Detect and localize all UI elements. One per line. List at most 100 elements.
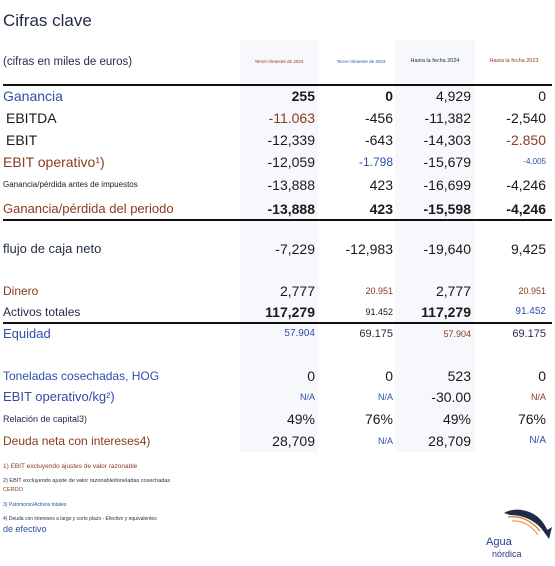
fish-logo-icon xyxy=(504,509,552,539)
row-label: Relación de capital3) xyxy=(3,414,88,424)
table-row: EBIT operativo¹) -12,059 -1.798 -15,679 … xyxy=(0,153,555,171)
table-row: flujo de caja neto -7,229 -12,983 -19,64… xyxy=(0,240,555,258)
cell-ytd-2023: 76% xyxy=(517,411,546,427)
cell-ytd-2024: 4,929 xyxy=(435,88,471,104)
row-label: EBIT operativo/kg²) xyxy=(3,389,115,404)
cell-q3-2023: 76% xyxy=(364,411,393,427)
cell-q3-2023: 0 xyxy=(385,368,393,384)
cell-q3-2023: N/A xyxy=(377,392,393,402)
cell-ytd-2024: -14,303 xyxy=(423,132,471,148)
column-header-ytd-2024: Hasta la fecha 2024 xyxy=(410,58,460,64)
table-row: EBIT operativo/kg²) N/A N/A -30.00 N/A xyxy=(0,388,555,406)
cell-q3-2024: -13,888 xyxy=(267,177,315,193)
table-row: Activos totales 117,279 91.452 117,279 9… xyxy=(0,303,555,321)
cell-ytd-2024: 49% xyxy=(442,411,471,427)
cell-ytd-2024: -15,679 xyxy=(423,154,471,170)
table-row: EBIT -12,339 -643 -14,303 -2.850 xyxy=(0,131,555,149)
logo-text-line1: Agua xyxy=(486,536,512,548)
cell-ytd-2023: -2.850 xyxy=(506,132,546,148)
table-row: Ganancia 255 0 4,929 0 xyxy=(0,87,555,105)
row-label: Ganancia xyxy=(3,88,63,104)
row-label: Ganancia/pérdida antes de impuestos xyxy=(3,180,138,189)
cell-ytd-2024: -11,382 xyxy=(424,110,471,126)
footnote-2-cont: CERDO xyxy=(3,487,23,493)
cell-ytd-2024: -19,640 xyxy=(423,241,471,257)
cell-ytd-2023: 69.175 xyxy=(512,328,546,340)
table-row: Equidad 57.904 69.175 57.904 69.175 xyxy=(0,325,555,343)
cell-ytd-2023: -2,540 xyxy=(506,110,546,126)
cell-q3-2024: -13,888 xyxy=(267,201,315,217)
company-logo: Agua nórdica xyxy=(470,505,552,561)
footnote-3: 3) Patrimonio/Activos totales xyxy=(3,502,67,508)
cell-q3-2024: -12,059 xyxy=(267,154,315,170)
cell-q3-2023: 69.175 xyxy=(359,328,393,340)
cell-q3-2024: -7,229 xyxy=(275,241,315,257)
table-row: EBITDA -11.063 -456 -11,382 -2,540 xyxy=(0,109,555,127)
column-header-q3-2023: Tercer trimestre de 2023 xyxy=(336,59,386,64)
cell-ytd-2024: -30.00 xyxy=(431,389,471,405)
cell-q3-2024: 0 xyxy=(307,368,315,384)
cell-q3-2023: 0 xyxy=(385,88,393,104)
row-label: EBIT xyxy=(6,132,38,148)
cell-q3-2023: 20.951 xyxy=(365,286,393,296)
row-label: Ganancia/pérdida del periodo xyxy=(3,201,174,216)
cell-ytd-2023: 9,425 xyxy=(510,241,546,257)
cell-ytd-2024: 28,709 xyxy=(428,433,471,449)
cell-q3-2023: -643 xyxy=(364,132,393,148)
cell-q3-2023: -456 xyxy=(364,110,393,126)
row-label: Toneladas cosechadas, HOG xyxy=(3,369,160,383)
row-label: flujo de caja neto xyxy=(3,241,102,256)
table-row: Toneladas cosechadas, HOG 0 0 523 0 xyxy=(0,367,555,385)
cell-q3-2024: 255 xyxy=(291,88,315,104)
table-row: Dinero 2,777 20.951 2,777 20.951 xyxy=(0,282,555,300)
table-row: Ganancia/pérdida antes de impuestos -13,… xyxy=(0,176,555,194)
cell-ytd-2023: -4,246 xyxy=(506,177,546,193)
cell-ytd-2023: 91.452 xyxy=(515,306,546,317)
row-label: Deuda neta con intereses4) xyxy=(3,434,151,448)
cell-q3-2024: 117,279 xyxy=(265,304,315,320)
column-highlight-q3-2024 xyxy=(240,40,318,452)
cell-ytd-2023: N/A xyxy=(529,435,546,446)
footnote-4-cont: de efectivo xyxy=(3,524,47,534)
cell-ytd-2024: 57.904 xyxy=(443,329,471,339)
cell-ytd-2023: -4,246 xyxy=(506,201,546,217)
row-label: Dinero xyxy=(3,284,39,298)
page-title: Cifras clave xyxy=(3,11,92,30)
cell-q3-2023: N/A xyxy=(377,436,393,446)
cell-ytd-2023: 0 xyxy=(538,368,546,384)
cell-ytd-2023: N/A xyxy=(530,392,546,402)
column-header-q3-2024: Tercer trimestre de 2024 xyxy=(254,59,304,64)
row-label: EBIT operativo¹) xyxy=(3,154,105,170)
row-label: Activos totales xyxy=(3,305,81,319)
cell-ytd-2024: 523 xyxy=(447,368,471,384)
table-row: Relación de capital3) 49% 76% 49% 76% xyxy=(0,410,555,428)
header-rule xyxy=(3,84,552,86)
cell-q3-2024: 57.904 xyxy=(284,328,315,339)
footnote-1: 1) EBIT excluyendo ajustes de valor razo… xyxy=(3,463,138,470)
logo-text-line2: nórdica xyxy=(492,549,522,559)
cell-q3-2023: -1.798 xyxy=(358,155,393,169)
cell-q3-2023: 423 xyxy=(369,201,393,217)
cell-q3-2023: -12,983 xyxy=(345,241,393,257)
page-subtitle: (cifras en miles de euros) xyxy=(3,56,133,68)
period-rule xyxy=(3,219,552,221)
table-row: Ganancia/pérdida del periodo -13,888 423… xyxy=(0,200,555,218)
cell-q3-2023: 423 xyxy=(369,177,393,193)
cell-q3-2024: 49% xyxy=(286,411,315,427)
cell-ytd-2023: 0 xyxy=(538,88,546,104)
cell-ytd-2024: -16,699 xyxy=(423,177,471,193)
cell-q3-2024: -12,339 xyxy=(267,132,315,148)
cell-ytd-2024: -15,598 xyxy=(423,201,471,217)
cell-ytd-2024: 117,279 xyxy=(421,304,471,320)
table-row: Deuda neta con intereses4) 28,709 N/A 28… xyxy=(0,432,555,450)
footnote-2: 2) EBIT excluyendo ajuste de valor razon… xyxy=(3,478,171,484)
column-header-ytd-2023: Hasta la fecha 2023 xyxy=(489,58,539,64)
cell-q3-2024: 28,709 xyxy=(272,433,315,449)
column-highlight-ytd-2024 xyxy=(395,40,475,452)
cell-q3-2024: N/A xyxy=(299,392,315,402)
assets-rule xyxy=(3,322,552,324)
row-label: EBITDA xyxy=(6,110,57,126)
cell-q3-2023: 91.452 xyxy=(365,307,393,317)
cell-q3-2024: 2,777 xyxy=(279,283,315,299)
footnote-4: 4) Deuda con intereses a largo y corto p… xyxy=(3,516,157,522)
